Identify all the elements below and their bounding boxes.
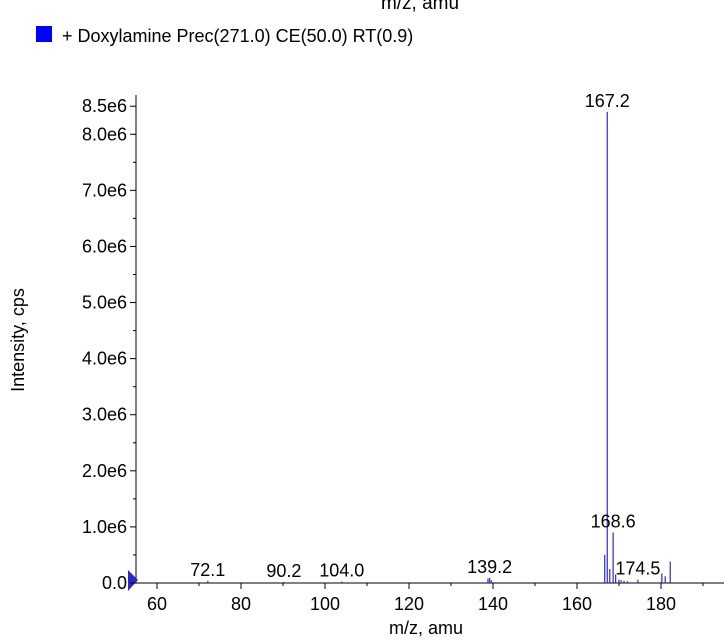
top-cut-axis-label: m/z, amu bbox=[381, 0, 459, 14]
peak-label: 139.2 bbox=[467, 557, 512, 577]
legend-label: + Doxylamine Prec(271.0) CE(50.0) RT(0.9… bbox=[62, 26, 413, 46]
peaks bbox=[207, 111, 671, 583]
y-tick-label: 1.0e6 bbox=[82, 517, 127, 537]
y-tick-label: 0.0 bbox=[102, 573, 127, 593]
x-tick-label: 60 bbox=[147, 594, 167, 614]
y-tick-label: 3.0e6 bbox=[82, 405, 127, 425]
peak-labels: 72.1 90.2 104.0 139.2 167.2 168.6 174.5 bbox=[190, 91, 660, 581]
y-tick-label: 2.0e6 bbox=[82, 461, 127, 481]
x-tick-label: 160 bbox=[562, 594, 592, 614]
y-axis-title: Intensity, cps bbox=[8, 288, 28, 392]
x-tick-label: 120 bbox=[394, 594, 424, 614]
legend: + Doxylamine Prec(271.0) CE(50.0) RT(0.9… bbox=[36, 26, 413, 46]
peak-label: 90.2 bbox=[266, 561, 301, 581]
x-tick-label: 140 bbox=[478, 594, 508, 614]
x-ticks: 60 80 100 120 140 160 180 bbox=[147, 583, 704, 614]
x-axis-title: m/z, amu bbox=[389, 618, 463, 638]
peak-label: 168.6 bbox=[591, 512, 636, 532]
x-tick-label: 100 bbox=[310, 594, 340, 614]
peak-label: 174.5 bbox=[615, 559, 660, 579]
y-tick-label: 6.0e6 bbox=[82, 236, 127, 256]
y-ticks: 0.0 1.0e6 2.0e6 3.0e6 4.0e6 5.0e6 6.0e6 7.0e6 8.… bbox=[82, 96, 136, 593]
x-tick-label: 180 bbox=[646, 594, 676, 614]
peak-label: 104.0 bbox=[319, 561, 364, 581]
x-tick-label: 80 bbox=[231, 594, 251, 614]
y-tick-label: 4.0e6 bbox=[82, 349, 127, 369]
y-tick-label: 7.0e6 bbox=[82, 180, 127, 200]
legend-swatch bbox=[36, 26, 52, 42]
y-tick-label: 8.5e6 bbox=[82, 96, 127, 116]
y-tick-label: 5.0e6 bbox=[82, 293, 127, 313]
y-origin-marker-icon[interactable] bbox=[128, 570, 138, 591]
y-tick-label: 8.0e6 bbox=[82, 124, 127, 144]
peak-label: 167.2 bbox=[585, 91, 630, 111]
peak-label: 72.1 bbox=[190, 560, 225, 580]
